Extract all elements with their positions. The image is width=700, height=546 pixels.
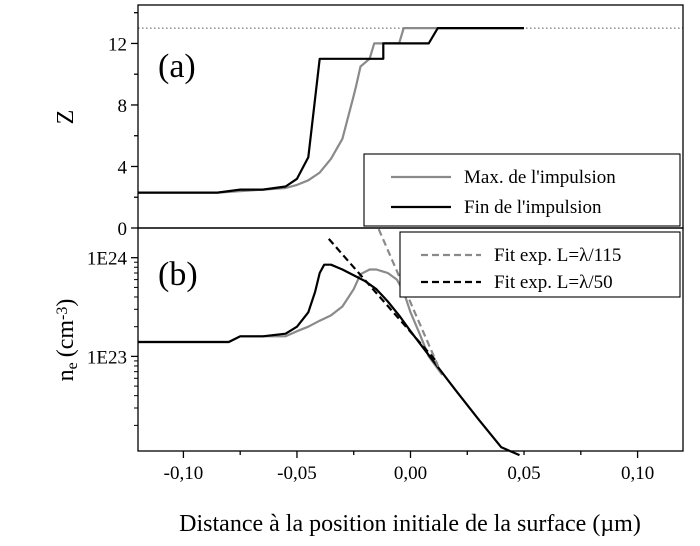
panel-a-y-tick-label: 0 — [118, 219, 128, 240]
panel-b-legend-box — [399, 231, 681, 298]
panel-a-label: (a) — [158, 48, 196, 85]
x-tick-label: -0,05 — [277, 463, 317, 484]
panel-a-legend-label: Max. de l'impulsion — [464, 167, 616, 188]
panel-b-y-axis-title: ne (cm-3) — [53, 299, 81, 382]
panel-b-series-3-line — [327, 238, 439, 364]
x-axis-title: Distance à la position initiale de la su… — [179, 511, 641, 537]
x-tick-label: 0,05 — [507, 463, 540, 484]
y-axis-title-sub: e — [64, 362, 81, 369]
x-tick-label: 0,00 — [394, 463, 427, 484]
panel-b-y-tick-label: 1E24 — [87, 249, 128, 270]
x-tick-label: 0,10 — [621, 463, 654, 484]
y-axis-title-unit: (cm — [53, 320, 79, 358]
panel-b-legend-label: Fit exp. L=λ/115 — [494, 245, 621, 266]
panel-b-legend-label: Fit exp. L=λ/50 — [494, 272, 613, 293]
x-tick-label: -0,10 — [164, 463, 204, 484]
panel-a-series-1-line — [138, 27, 524, 194]
panel-a-y-tick-label: 12 — [108, 34, 127, 55]
y-axis-title-sup: -3 — [54, 307, 71, 320]
panel-a-legend-label: Fin de l'impulsion — [464, 197, 602, 218]
panel-b-series-1-line — [138, 263, 520, 457]
y-axis-title-main: n — [53, 369, 79, 381]
panel-b-y-tick-label: 1E23 — [87, 347, 127, 368]
panel-b-label: (b) — [158, 256, 198, 293]
panel-a-y-tick-label: 4 — [118, 157, 128, 178]
panel-a-legend-box — [363, 153, 681, 227]
panel-a-y-axis-title: Z — [53, 110, 79, 125]
y-axis-title-close: ) — [53, 299, 79, 307]
panel-a-y-tick-label: 8 — [118, 96, 128, 117]
panel-b-series-2-line — [377, 228, 442, 371]
